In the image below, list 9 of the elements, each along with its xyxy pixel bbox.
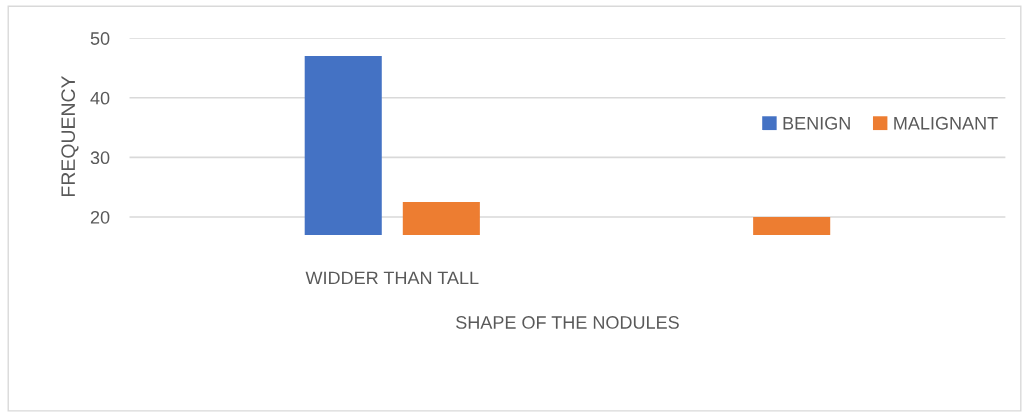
y-axis-title: FREQUENCY — [61, 75, 79, 196]
legend-label: MALIGNANT — [894, 116, 998, 130]
x-axis-title: SHAPE OF THE NODULES — [456, 316, 679, 329]
y-tick-label: 40 — [90, 91, 110, 105]
y-tick-label: 20 — [90, 210, 110, 224]
y-tick-label: 30 — [90, 151, 110, 165]
legend-label: BENIGN — [783, 116, 850, 130]
y-tick-label: 50 — [90, 32, 110, 45]
x-tick-label: WIDDER THAN TALL — [305, 271, 479, 285]
